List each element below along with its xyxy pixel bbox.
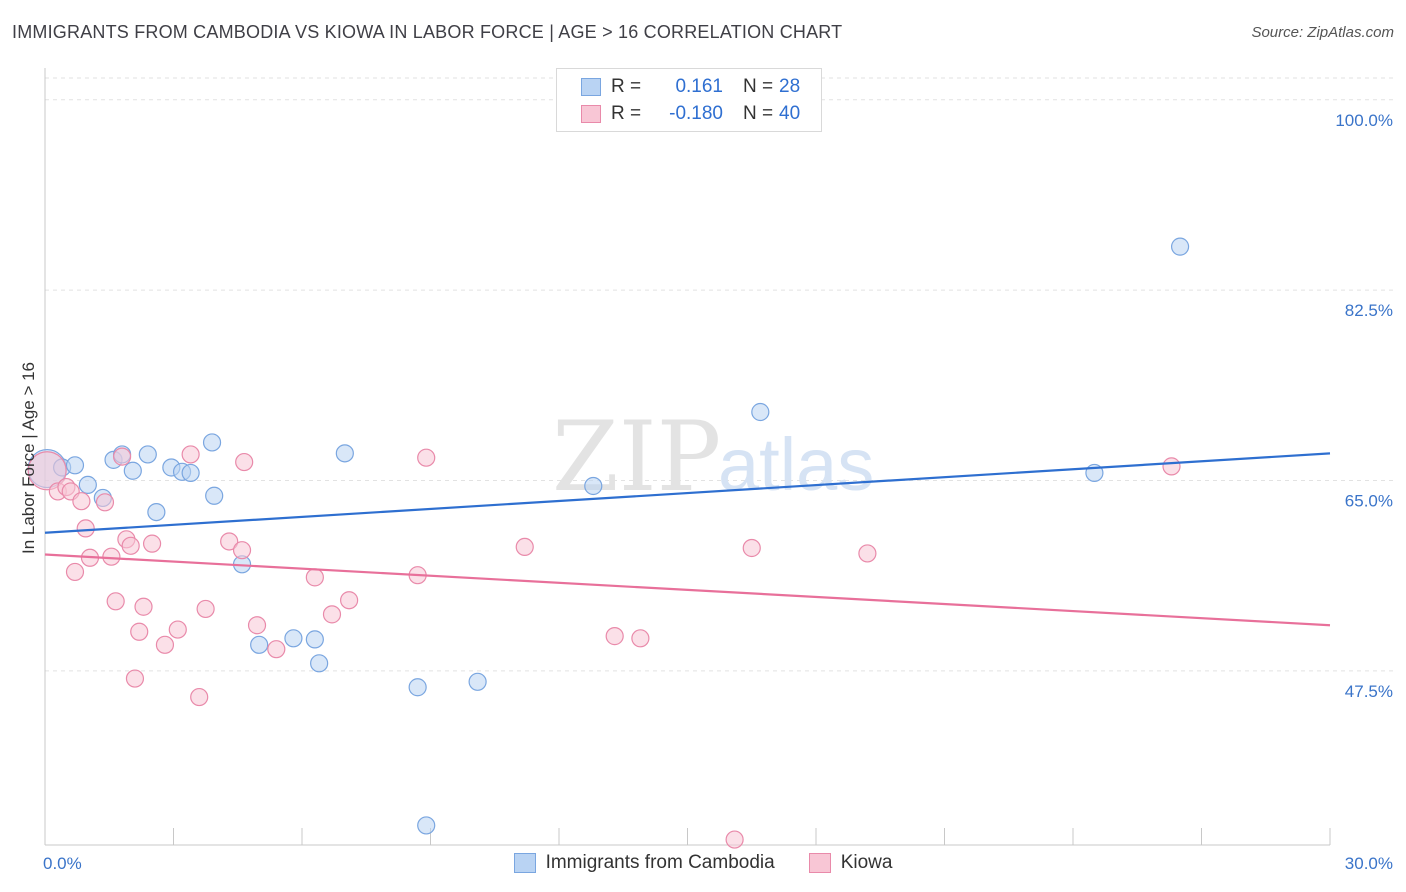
kiowa-point — [235, 452, 254, 472]
legend-row-kiowa: R = -0.180 N = 40 — [581, 101, 800, 127]
kiowa-trend-line — [44, 553, 1331, 627]
legend-r-label: R = — [611, 103, 642, 124]
kiowa-point — [125, 669, 145, 688]
x-tick-labels: 0.0% 30.0% — [43, 854, 1393, 873]
cambodia-point — [751, 402, 770, 422]
kiowa-point — [95, 493, 115, 512]
trend-lines — [44, 452, 1331, 627]
correlation-legend: R = 0.161 N = 28 R = -0.180 N = 40 — [556, 68, 822, 132]
legend-n-label: N = — [743, 76, 774, 97]
cambodia-point — [147, 502, 166, 522]
watermark-atlas: atlas — [718, 423, 874, 506]
kiowa-point — [134, 597, 153, 616]
cambodia-point — [138, 445, 157, 464]
y-tick-label: 47.5% — [1345, 682, 1393, 701]
legend-swatch-cambodia — [581, 78, 601, 96]
data-points — [27, 237, 1190, 849]
legend-row-cambodia: R = 0.161 N = 28 — [581, 74, 800, 100]
cambodia-point — [205, 486, 224, 505]
kiowa-point — [417, 448, 436, 467]
kiowa-point — [605, 627, 624, 646]
y-tick-label: 82.5% — [1345, 301, 1393, 320]
source-label: Source: ZipAtlas.com — [1251, 24, 1394, 41]
y-axis-label: In Labor Force | Age > 16 — [19, 362, 38, 554]
legend-r-label: R = — [611, 76, 642, 97]
kiowa-point — [322, 605, 342, 624]
legend-r-value: -0.180 — [669, 103, 723, 124]
kiowa-point — [858, 544, 877, 563]
grid-lines — [45, 77, 1394, 672]
cambodia-point — [78, 475, 97, 494]
kiowa-point — [142, 534, 162, 553]
cambodia-point — [468, 672, 487, 691]
kiowa-point — [76, 519, 95, 538]
legend-r-value: 0.161 — [675, 76, 723, 97]
series-legend: Immigrants from Cambodia Kiowa — [0, 852, 1406, 874]
kiowa-point — [65, 562, 85, 582]
kiowa-point — [155, 635, 175, 654]
kiowa-point — [168, 620, 187, 639]
series-swatch-kiowa — [808, 853, 831, 873]
kiowa-point — [27, 451, 67, 491]
watermark-zip: ZIP — [552, 401, 721, 513]
kiowa-point — [72, 492, 91, 511]
cambodia-point — [202, 433, 222, 452]
kiowa-point — [631, 629, 650, 648]
cambodia-trend-line — [44, 452, 1331, 534]
kiowa-point — [181, 445, 200, 464]
cambodia-point — [584, 476, 603, 496]
kiowa-point — [515, 537, 534, 557]
kiowa-point — [196, 599, 215, 619]
cambodia-point — [284, 629, 303, 648]
series-swatch-cambodia — [513, 853, 536, 873]
kiowa-point — [102, 547, 121, 566]
chart-title: IMMIGRANTS FROM CAMBODIA VS KIOWA IN LAB… — [12, 22, 843, 42]
kiowa-point — [267, 640, 286, 659]
legend-swatch-kiowa — [581, 105, 601, 123]
cambodia-point — [1170, 237, 1190, 256]
cambodia-point — [181, 463, 200, 483]
legend-n-value: 40 — [779, 103, 801, 124]
series-label-cambodia: Immigrants from Cambodia — [545, 852, 775, 873]
cambodia-point — [310, 654, 329, 673]
cambodia-point — [417, 816, 436, 835]
kiowa-point — [742, 538, 761, 558]
series-legend-cambodia[interactable]: Immigrants from Cambodia — [513, 852, 775, 874]
legend-n-label: N = — [743, 103, 774, 124]
x-tick-label: 0.0% — [43, 854, 82, 873]
y-tick-label: 100.0% — [1335, 111, 1393, 130]
kiowa-point — [190, 687, 209, 707]
kiowa-point — [220, 532, 239, 551]
kiowa-point — [340, 591, 359, 610]
cambodia-point — [250, 635, 269, 654]
kiowa-point — [1162, 457, 1181, 476]
kiowa-point — [106, 592, 125, 611]
y-tick-labels: 100.0% 82.5% 65.0% 47.5% — [1335, 111, 1393, 701]
kiowa-point — [232, 541, 252, 560]
cambodia-point — [408, 678, 427, 697]
kiowa-point — [121, 536, 140, 555]
kiowa-point — [247, 616, 267, 635]
kiowa-point — [305, 568, 324, 587]
legend-n-value: 28 — [779, 76, 801, 97]
watermark: ZIP atlas — [552, 401, 874, 513]
series-label-kiowa: Kiowa — [840, 852, 893, 873]
kiowa-point — [725, 830, 744, 849]
cambodia-point — [123, 461, 142, 480]
cambodia-point — [305, 630, 324, 649]
kiowa-point — [130, 622, 149, 641]
x-tick-label: 30.0% — [1345, 854, 1393, 873]
kiowa-point — [112, 447, 132, 466]
cambodia-point — [65, 456, 85, 475]
cambodia-point — [335, 444, 354, 463]
y-tick-label: 65.0% — [1345, 492, 1393, 511]
series-legend-kiowa[interactable]: Kiowa — [808, 852, 893, 874]
